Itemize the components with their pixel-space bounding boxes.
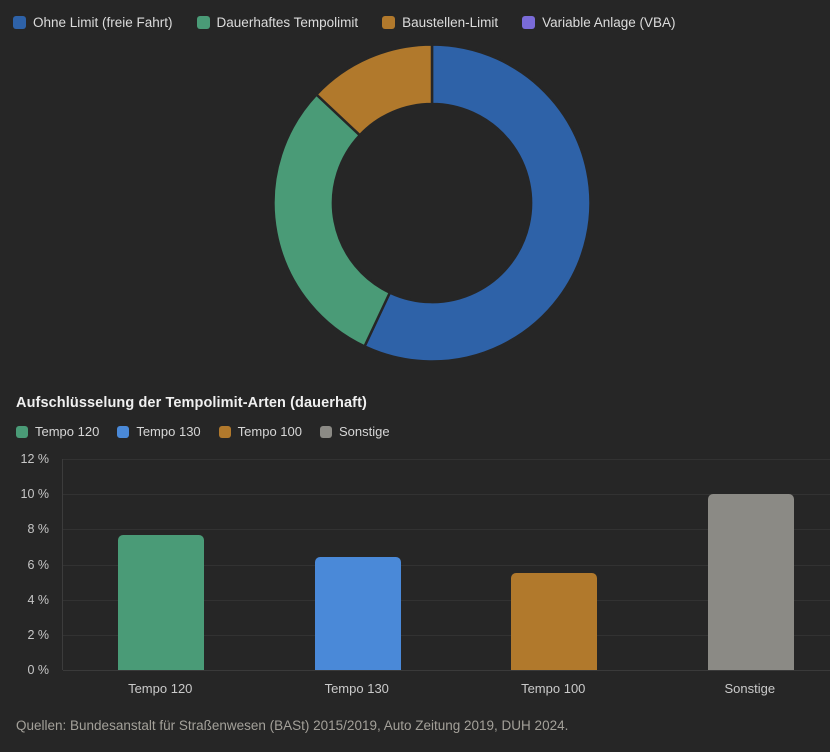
- x-axis-label-tempo-120: Tempo 120: [128, 681, 193, 696]
- legend-swatch: [319, 425, 332, 438]
- x-axis-label-tempo-130: Tempo 130: [324, 681, 389, 696]
- legend-item-tempo-130[interactable]: Tempo 130: [117, 424, 201, 439]
- legend-item-ohne-limit-freie-fahrt[interactable]: Ohne Limit (freie Fahrt): [13, 15, 173, 30]
- legend-swatch: [218, 425, 231, 438]
- bar-slot-tempo-120: [63, 459, 260, 670]
- legend-swatch: [196, 15, 210, 29]
- bar-tempo-130[interactable]: [314, 557, 401, 670]
- gridline-12: [63, 459, 830, 460]
- donut-segment-baustellen-limit[interactable]: [315, 43, 434, 137]
- donut-chart-area: [0, 29, 830, 363]
- bar-slot-tempo-130: [260, 459, 457, 670]
- legend-label: Ohne Limit (freie Fahrt): [33, 14, 173, 30]
- bar-slot-sonstige: [653, 459, 830, 670]
- bar-chart: 0 % 2 % 4 % 6 % 8 % 10 % 12 % Tempo 120 Tempo 1…: [0, 452, 830, 698]
- bar-tempo-120[interactable]: [118, 534, 205, 670]
- bar-chart-plot-area: 0 % 2 % 4 % 6 % 8 % 10 % 12 %: [21, 452, 830, 677]
- donut-chart: [272, 43, 592, 363]
- y-axis-tick-label: 8 %: [27, 522, 49, 537]
- donut-segment-dauerhaftes-tempolimit[interactable]: [272, 93, 392, 348]
- gridline-6: [63, 564, 830, 566]
- legend-label: Sonstige: [338, 424, 390, 439]
- gridline-0: [63, 670, 830, 671]
- bar-tempo-100[interactable]: [511, 573, 598, 670]
- legend-label: Baustellen-Limit: [402, 14, 499, 30]
- legend-label: Variable Anlage (VBA): [542, 14, 676, 30]
- legend-item-tempo-120[interactable]: Tempo 120: [16, 424, 99, 439]
- legend-item-sonstige[interactable]: Sonstige: [319, 424, 390, 439]
- legend-swatch: [16, 425, 28, 438]
- legend-label: Tempo 100: [237, 424, 302, 439]
- bar-slot-tempo-100: [456, 459, 653, 670]
- legend-swatch: [117, 425, 130, 438]
- x-axis-labels: Tempo 120 Tempo 130 Tempo 100 Sonstige: [62, 681, 830, 698]
- legend-swatch: [522, 15, 536, 29]
- bar-chart-title: Aufschlüsselung der Tempolimit-Arten (da…: [16, 395, 367, 411]
- x-axis-label-tempo-100: Tempo 100: [521, 681, 586, 696]
- bar-chart-legend: Tempo 120 Tempo 130 Tempo 100 Sonstige: [16, 424, 830, 439]
- legend-label: Tempo 120: [35, 424, 100, 439]
- gridline-4: [63, 599, 830, 601]
- y-axis-tick-label: 0 %: [27, 663, 49, 677]
- donut-chart-legend: Ohne Limit (freie Fahrt) Dauerhaftes Temp…: [0, 0, 830, 30]
- bar-sonstige[interactable]: [707, 494, 794, 670]
- legend-item-variable-anlage-vba[interactable]: Variable Anlage (VBA): [522, 14, 676, 30]
- legend-label: Tempo 130: [136, 424, 201, 439]
- legend-swatch: [382, 15, 396, 29]
- y-axis-tick-label: 10 %: [20, 487, 50, 502]
- gridline-10: [63, 494, 830, 496]
- legend-item-dauerhaftes-tempolimit[interactable]: Dauerhaftes Tempolimit: [196, 14, 359, 30]
- legend-item-baustellen-limit[interactable]: Baustellen-Limit: [382, 15, 498, 30]
- donut-segment-ohne-limit-freie-fahrt[interactable]: [363, 43, 592, 363]
- y-axis-tick-label: 6 %: [27, 557, 49, 572]
- y-axis-tick-label: 12 %: [20, 452, 50, 466]
- legend-item-tempo-100[interactable]: Tempo 100: [218, 424, 302, 439]
- legend-label: Dauerhaftes Tempolimit: [216, 14, 359, 30]
- legend-swatch: [13, 15, 26, 29]
- gridline-2: [63, 634, 830, 636]
- y-axis-tick-label: 2 %: [27, 627, 49, 642]
- gridline-8: [63, 529, 830, 531]
- source-note: Quellen: Bundesanstalt für Straßenwesen …: [16, 718, 569, 733]
- y-axis-tick-label: 4 %: [27, 592, 49, 607]
- x-axis-label-sonstige: Sonstige: [724, 681, 776, 696]
